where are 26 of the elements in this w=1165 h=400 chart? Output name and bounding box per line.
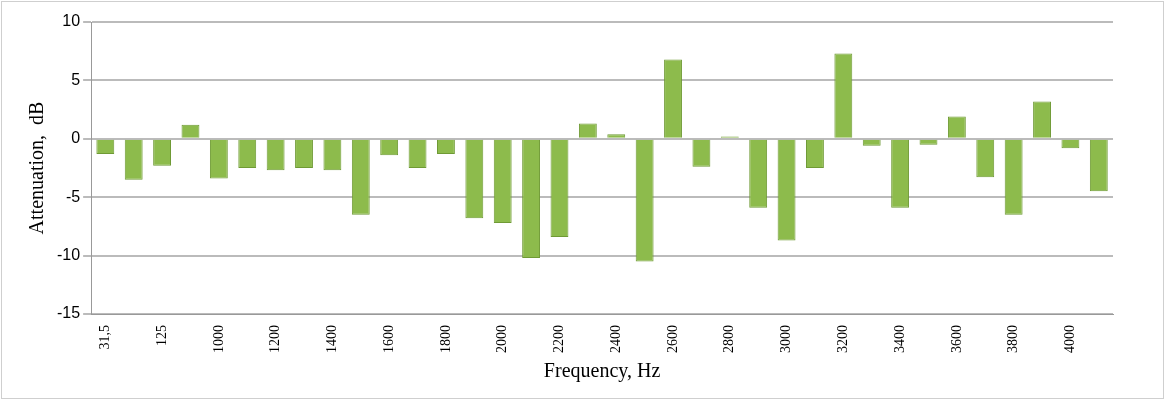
x-tick-label: 3800 — [1005, 325, 1021, 353]
y-tick-label: -15 — [57, 304, 81, 322]
x-tick-label: 1200 — [267, 325, 283, 353]
x-tick-label: 125 — [153, 325, 169, 346]
x-tick-label: 3200 — [835, 325, 851, 353]
x-tick-label: 3000 — [778, 325, 794, 353]
x-tick-label: 1800 — [437, 325, 453, 353]
x-tick-label: 1000 — [210, 325, 226, 353]
y-tick-label: -10 — [57, 246, 81, 264]
y-tick-label: 10 — [62, 12, 81, 30]
x-tick-label: 4000 — [1062, 325, 1078, 353]
y-tick-label: 0 — [71, 129, 81, 147]
x-tick-label: 2200 — [551, 325, 567, 353]
x-tick-label: 2800 — [721, 325, 737, 353]
x-tick-label: 2000 — [494, 325, 510, 353]
x-tick-label: 2400 — [607, 325, 623, 353]
x-axis-title: Frequency, Hz — [543, 359, 661, 383]
x-tick-label: 31,5 — [96, 325, 112, 350]
y-axis-title: Attenuation, dB — [25, 101, 48, 235]
x-tick-label: 3600 — [948, 325, 964, 353]
x-tick-label: 1400 — [324, 325, 340, 353]
x-tick-label: 2600 — [664, 325, 680, 353]
y-tick-label: 5 — [71, 70, 81, 88]
x-tick-label: 1600 — [380, 325, 396, 353]
x-tick-label: 3400 — [891, 325, 907, 353]
y-tick-label: -5 — [65, 187, 81, 205]
